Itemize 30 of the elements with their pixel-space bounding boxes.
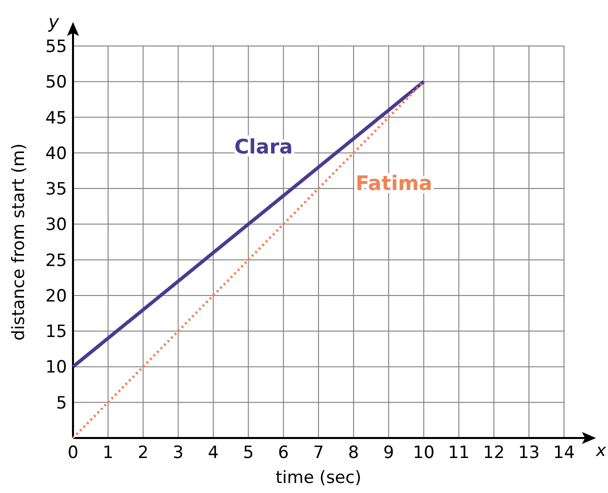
y-tick-label: 50 (45, 72, 67, 93)
text: y (47, 12, 60, 33)
y-tick-label: 20 (45, 286, 67, 306)
x-tick-label: 4 (208, 443, 219, 463)
x-tick-label: 3 (172, 443, 184, 463)
x-tick-label: 7 (313, 443, 324, 463)
x-tick-label: 0 (68, 443, 78, 463)
x-tick-label: 6 (278, 443, 289, 463)
y-tick-label: 40 (45, 144, 67, 164)
x-tick-label: 2 (138, 443, 149, 463)
y-tick-label: 25 (45, 250, 67, 271)
y-tick-label: 35 (45, 180, 67, 200)
x-tick-label: 10 (412, 443, 435, 463)
x-tick-label: 1 (102, 443, 114, 463)
x-tick-label: 11 (448, 443, 470, 463)
y-tick-label: 55 (45, 37, 67, 57)
x-tick-label: 5 (242, 443, 254, 463)
y-tick-label: 5 (56, 393, 67, 414)
y-tick-label: 45 (45, 108, 67, 128)
y-tick-label: 30 (45, 215, 67, 236)
x-tick-label: 8 (348, 443, 359, 463)
x-tick-label: 13 (518, 443, 540, 463)
y-tick-label: 15 (45, 322, 67, 342)
x-tick-label: 14 (553, 443, 575, 463)
y-axis-title: distance from start (m) (9, 143, 29, 341)
x-axis-title: time (sec) (276, 468, 362, 488)
y-tick-label: 10 (45, 358, 67, 378)
text: x (595, 441, 607, 461)
x-tick-label: 9 (383, 443, 394, 463)
x-tick-label: 12 (483, 443, 505, 463)
